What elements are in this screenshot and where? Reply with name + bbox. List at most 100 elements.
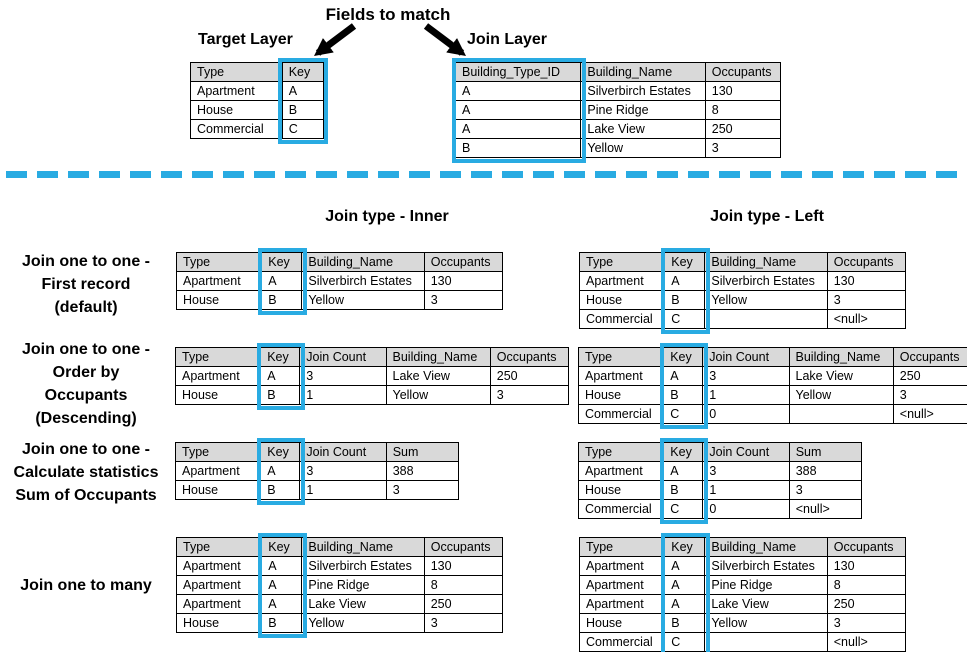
table-cell: 3	[702, 461, 790, 481]
table-cell: Apartment	[578, 575, 666, 595]
row-label-line: Sum of Occupants	[15, 487, 157, 504]
row-label-line: Join one to one -	[22, 253, 150, 270]
table-cell: 1	[299, 385, 387, 405]
table-row: House B Yellow 3	[578, 290, 907, 310]
left-order-by-table-wrap: Type Key Join Count Building_Name Occupants A…	[577, 343, 967, 429]
table-header-cell: Key	[261, 252, 303, 272]
table-header-row: Type Key Join Count Building_Name Occupants	[174, 347, 570, 367]
table-cell: <null>	[826, 632, 907, 652]
table-header-row: Type Key Join Count Sum	[577, 442, 863, 462]
table-cell: 3	[299, 366, 387, 386]
table-cell: Yellow	[385, 385, 491, 405]
table-row: Commercial C 0 <null>	[577, 404, 967, 424]
table-cell: A	[664, 575, 706, 595]
table-header-cell: Join Count	[299, 347, 387, 367]
left-first-record-table: Type Key Building_Name Occupants Apartment A S…	[578, 252, 907, 329]
table-cell: 3	[892, 385, 967, 405]
table-cell: Commercial	[578, 309, 666, 329]
left-one-to-many-table: Type Key Building_Name Occupants Apartment A S…	[578, 537, 907, 652]
inner-one-to-many-table: Type Key Building_Name Occupants Apartment A S…	[175, 537, 504, 633]
table-header-cell: Building_Type_ID	[454, 62, 582, 82]
table-header-cell: Key	[664, 252, 706, 272]
row-label-line: Calculate statistics	[13, 464, 159, 481]
label-order-by: Join one to one - Order by Occupants (Desce…	[0, 338, 172, 430]
table-cell: B	[663, 480, 704, 500]
table-header-cell: Building_Name	[385, 347, 491, 367]
table-row: Apartment A 3 388	[577, 461, 863, 481]
table-cell: B	[260, 480, 301, 500]
table-cell: A	[663, 366, 704, 386]
table-row: Commercial C <null>	[578, 309, 907, 329]
table-cell: 8	[826, 575, 907, 595]
table-cell: Apartment	[578, 594, 666, 614]
table-cell: <null>	[826, 309, 907, 329]
inner-order-by-table-wrap: Type Key Join Count Building_Name Occupants A…	[174, 343, 570, 410]
table-cell: Yellow	[704, 290, 828, 310]
table-cell: 130	[826, 556, 907, 576]
inner-first-record-table: Type Key Building_Name Occupants Apartment A S…	[175, 252, 504, 310]
table-row: Apartment A Lake View 250	[175, 594, 504, 614]
left-first-record-table-wrap: Type Key Building_Name Occupants Apartment A S…	[578, 248, 907, 334]
table-header-cell: Key	[261, 537, 303, 557]
table-cell: 250	[892, 366, 967, 386]
table-cell: House	[577, 385, 665, 405]
table-header-row: Type Key	[190, 62, 325, 82]
table-cell: 388	[385, 461, 460, 481]
table-row: House B Yellow 3	[578, 613, 907, 633]
table-cell: Yellow	[301, 613, 425, 633]
table-cell: Yellow	[301, 290, 425, 310]
table-cell: A	[261, 594, 303, 614]
table-cell: House	[578, 613, 666, 633]
table-header-cell: Type	[577, 442, 665, 462]
table-header-cell: Key	[663, 347, 704, 367]
table-cell: Lake View	[704, 594, 828, 614]
table-cell: 130	[423, 271, 504, 291]
join-layer-label: Join Layer	[467, 31, 548, 48]
table-header-cell: Type	[190, 62, 283, 82]
label-statistics: Join one to one - Calculate statistics Sum…	[0, 438, 172, 507]
table-cell: C	[664, 309, 706, 329]
row-label-line: (Descending)	[35, 410, 137, 427]
table-cell: 3	[489, 385, 570, 405]
table-cell: Apartment	[577, 366, 665, 386]
table-cell: 3	[826, 290, 907, 310]
row-label-line: Join one to many	[20, 577, 152, 594]
fields-to-match-arrows	[314, 23, 466, 56]
table-cell: Silverbirch Estates	[580, 81, 706, 101]
table-cell: 130	[704, 81, 782, 101]
table-cell: A	[261, 271, 303, 291]
table-cell: 250	[704, 119, 782, 139]
table-cell: B	[261, 290, 303, 310]
table-row: House B 1 Yellow 3	[174, 385, 570, 405]
table-cell: 388	[788, 461, 863, 481]
inner-first-record-table-wrap: Type Key Building_Name Occupants Apartment A S…	[175, 248, 504, 315]
table-header-cell: Building_Name	[301, 252, 425, 272]
table-cell: Pine Ridge	[704, 575, 828, 595]
arrow-to-join-key-icon	[423, 23, 466, 56]
left-statistics-table: Type Key Join Count Sum Apartment A 3 388 House B…	[577, 442, 863, 519]
table-cell: Pine Ridge	[301, 575, 425, 595]
table-cell: 250	[423, 594, 504, 614]
table-header-cell: Key	[663, 442, 704, 462]
inner-one-to-many-table-wrap: Type Key Building_Name Occupants Apartment A S…	[175, 533, 504, 638]
table-cell: 250	[489, 366, 570, 386]
table-cell: Yellow	[704, 613, 828, 633]
table-row: Apartment A Pine Ridge 8	[578, 575, 907, 595]
table-cell: B	[664, 290, 706, 310]
table-cell: House	[175, 290, 263, 310]
left-order-by-table: Type Key Join Count Building_Name Occupants A…	[577, 347, 967, 424]
table-cell: 3	[702, 366, 790, 386]
row-label-line: Occupants	[44, 387, 128, 404]
table-row: Apartment A Lake View 250	[578, 594, 907, 614]
arrow-to-target-key-icon	[314, 23, 357, 56]
inner-statistics-table: Type Key Join Count Sum Apartment A 3 388 House B…	[174, 442, 460, 500]
table-cell: Yellow	[580, 138, 706, 158]
table-row: Apartment A Silverbirch Estates 130	[175, 271, 504, 291]
table-header-cell: Occupants	[892, 347, 967, 367]
table-cell: <null>	[892, 404, 967, 424]
table-cell: Silverbirch Estates	[301, 271, 425, 291]
table-header-cell: Key	[664, 537, 706, 557]
table-cell	[788, 404, 894, 424]
row-label-line: Join one to one -	[22, 441, 150, 458]
table-cell: Apartment	[175, 271, 263, 291]
